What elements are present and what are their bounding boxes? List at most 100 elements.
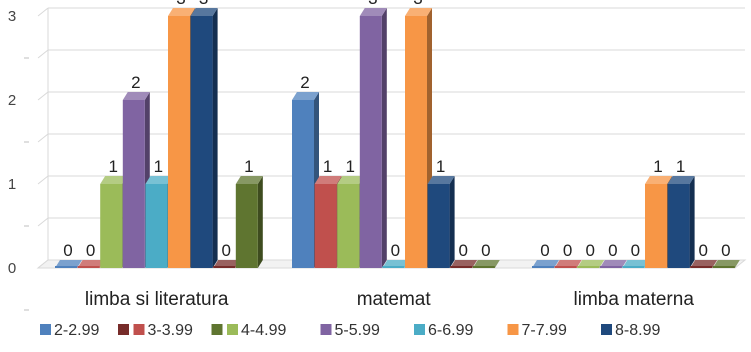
- data-label: 1: [345, 157, 354, 176]
- data-label: 0: [631, 241, 640, 260]
- bar-top: [405, 8, 432, 16]
- bar: [55, 260, 82, 268]
- bar-front: [100, 184, 123, 268]
- legend-swatch: [414, 324, 425, 335]
- y-axis: 0 1 2 3: [8, 8, 29, 311]
- data-label: 0: [698, 241, 707, 260]
- bar-top: [190, 8, 218, 16]
- gridline-diagonal: [37, 49, 49, 59]
- bar-front: [599, 266, 622, 268]
- bar-front: [472, 266, 495, 268]
- legend-swatch: [133, 324, 145, 335]
- data-label: 0: [563, 241, 572, 260]
- data-label: 0: [608, 241, 617, 260]
- legend-swatch: [118, 324, 129, 335]
- bar: [472, 260, 500, 268]
- bar: [690, 260, 718, 268]
- legend-label: 4-4.99: [241, 322, 286, 339]
- bar: [190, 8, 218, 268]
- bar-front: [622, 266, 645, 268]
- x-category-label: limba materna: [574, 289, 695, 310]
- bar-top: [292, 92, 319, 100]
- data-label: 3: [413, 0, 422, 8]
- bar: [382, 260, 410, 268]
- bar: [235, 176, 263, 268]
- bar-front: [712, 266, 735, 268]
- y-tick-label: 1: [8, 176, 16, 193]
- data-label: 3: [176, 0, 185, 8]
- bar-front: [427, 184, 450, 268]
- bar-top: [667, 176, 695, 184]
- y-tick-label: 3: [8, 8, 16, 25]
- bar-front: [450, 266, 473, 268]
- legend-label: 2-2.99: [54, 322, 99, 339]
- legend-label: 3-3.99: [148, 322, 193, 339]
- bar-side: [257, 176, 263, 268]
- legend-label: 6-6.99: [428, 322, 473, 339]
- data-label: 1: [436, 157, 445, 176]
- data-label: 0: [481, 241, 490, 260]
- bar: [599, 260, 627, 268]
- bar-top: [359, 8, 387, 16]
- bar-front: [145, 184, 168, 268]
- bar-side: [381, 8, 387, 268]
- data-label: 0: [221, 241, 230, 260]
- x-category-label: limba si literatura: [85, 289, 229, 310]
- bar-front: [667, 184, 690, 268]
- x-axis: limba si literatura matemat limba materna: [85, 289, 694, 310]
- bar-side: [689, 176, 695, 268]
- data-label: 0: [458, 241, 467, 260]
- data-label: 2: [131, 73, 140, 92]
- bar-front: [213, 266, 236, 268]
- legend-swatch: [320, 324, 332, 335]
- bar-front: [405, 16, 427, 268]
- bar-side: [212, 8, 218, 268]
- bar-top: [168, 8, 195, 16]
- bar: [667, 176, 695, 268]
- data-label: 1: [323, 157, 332, 176]
- data-labels: 001213301211303100000001100: [63, 0, 730, 260]
- bar-front: [235, 184, 258, 268]
- legend-swatch: [211, 324, 223, 335]
- data-label: 0: [391, 241, 400, 260]
- bar: [450, 260, 478, 268]
- data-label: 3: [199, 0, 208, 8]
- bar-side: [449, 176, 455, 268]
- gridline-diagonal: [37, 217, 49, 227]
- bar-front: [77, 266, 100, 268]
- bar-front: [337, 184, 360, 268]
- data-label: 1: [244, 157, 253, 176]
- gridline-diagonal: [37, 133, 49, 143]
- bar: [427, 176, 455, 268]
- y-tick-label: 0: [8, 260, 16, 277]
- data-label: 1: [676, 157, 685, 176]
- bar-top: [645, 176, 672, 184]
- bar: [359, 8, 387, 268]
- bar-front: [554, 266, 577, 268]
- bar: [622, 260, 650, 268]
- data-label: 0: [86, 241, 95, 260]
- bar-front: [577, 266, 600, 268]
- bar: [532, 260, 559, 268]
- data-label: 0: [585, 241, 594, 260]
- data-label: 0: [540, 241, 549, 260]
- legend-swatch: [40, 324, 51, 335]
- data-label: 3: [368, 0, 377, 8]
- data-label: 0: [63, 241, 72, 260]
- legend-label: 8-8.99: [615, 322, 660, 339]
- bar: [577, 260, 605, 268]
- data-label: 0: [721, 241, 730, 260]
- bar-front: [292, 100, 314, 268]
- bar-front: [122, 100, 145, 268]
- bars: [55, 8, 740, 268]
- bar-front: [168, 16, 190, 268]
- bar: [77, 260, 105, 268]
- bar: [712, 260, 740, 268]
- gridline-diagonal: [37, 91, 49, 101]
- bar-top: [100, 176, 128, 184]
- bar-top: [122, 92, 150, 100]
- bar-front: [645, 184, 667, 268]
- legend: 2-2.99 3-3.99 4-4.99 5-5.99 6-6.99 7-7.99 8-8.…: [40, 322, 660, 339]
- bar-front: [55, 266, 77, 268]
